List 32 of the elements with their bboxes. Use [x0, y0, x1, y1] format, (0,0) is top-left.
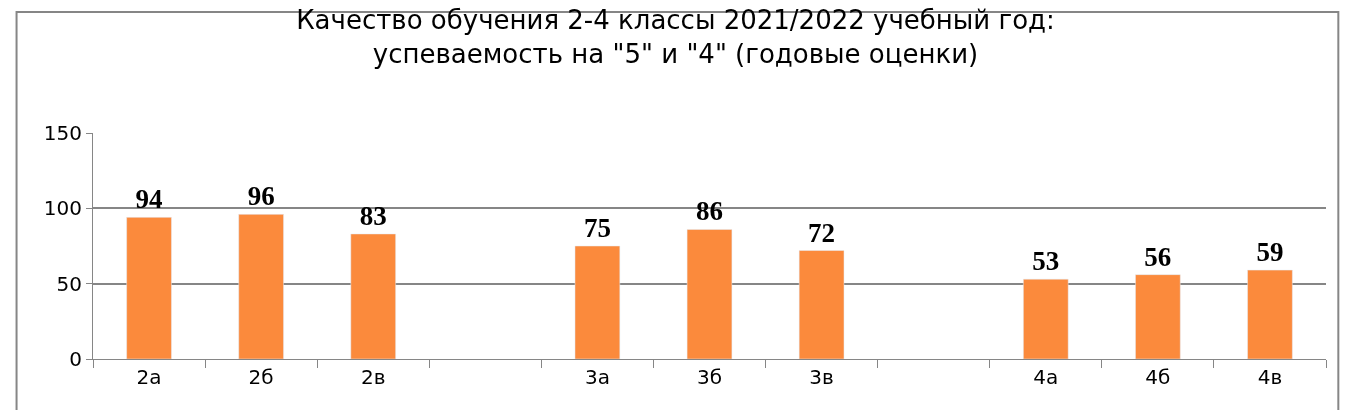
x-tick-label: 4а — [1033, 365, 1059, 389]
x-tick-label: 3а — [584, 365, 610, 389]
x-tick-label: 4б — [1145, 365, 1171, 389]
bar — [1023, 278, 1069, 359]
bar — [238, 214, 284, 359]
y-tick-label: 150 — [43, 121, 82, 145]
chart-title: Качество обучения 2-4 классы 2021/2022 учебный год: успеваемость на "5" и "4" (годовые оценки) — [296, 4, 1055, 69]
x-tick-label: 2б — [248, 365, 274, 389]
x-tick-label: 4в — [1257, 365, 1283, 389]
data-label: 59 — [1256, 237, 1284, 268]
bar — [1247, 269, 1293, 359]
data-label: 83 — [359, 200, 387, 231]
data-label: 56 — [1144, 241, 1172, 272]
data-label: 53 — [1032, 246, 1060, 277]
x-tick-label: 3б — [696, 365, 723, 389]
bar — [798, 250, 845, 359]
data-label: 86 — [696, 196, 723, 227]
bar — [350, 233, 396, 359]
data-label: 94 — [135, 184, 163, 215]
bar — [126, 217, 172, 359]
y-tick-label: 0 — [69, 347, 82, 371]
bar — [686, 229, 733, 359]
bar — [574, 245, 621, 359]
data-label: 72 — [808, 217, 836, 248]
x-tick-label: 3в — [809, 365, 834, 389]
x-tick-label: 2а — [136, 365, 162, 389]
data-label: 75 — [583, 213, 611, 243]
y-tick-label: 100 — [43, 196, 82, 221]
x-tick-label: 2в — [360, 365, 386, 389]
data-label: 96 — [247, 181, 275, 212]
y-tick-label: 50 — [56, 271, 82, 296]
bar — [1135, 274, 1181, 359]
